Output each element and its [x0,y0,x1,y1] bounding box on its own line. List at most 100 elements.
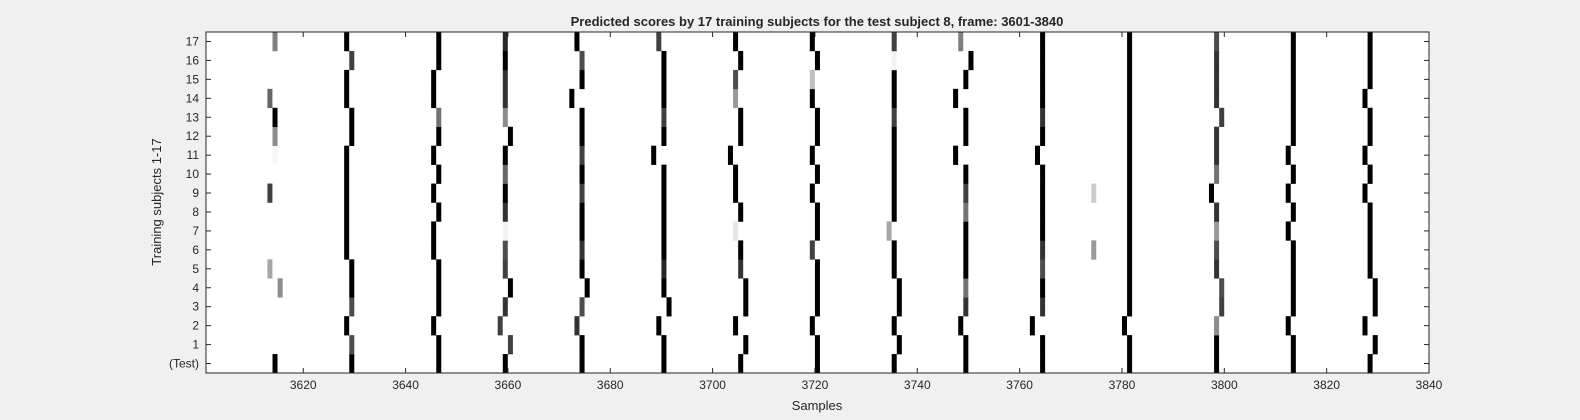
heatmap-cell [1127,297,1133,317]
heatmap-cell [502,354,508,374]
heatmap-cell [1040,50,1046,71]
heatmap-cell [579,202,585,222]
heatmap-cell [1285,316,1291,336]
heatmap-cell [886,221,892,241]
heatmap-cell [349,50,355,71]
heatmap-cell [661,164,667,184]
heatmap-cell [272,107,278,128]
heatmap-cell [1290,107,1296,128]
heatmap-cell [502,107,508,128]
heatmap-cell [579,240,585,260]
heatmap-cell [502,259,508,279]
y-tick-label: 9 [192,186,199,200]
heatmap-cell [1372,297,1378,317]
heatmap-cell [1214,240,1220,260]
heatmap-cell [1290,297,1296,317]
heatmap-cell [267,183,273,203]
heatmap-cell [814,202,820,222]
heatmap-cell [1362,88,1368,109]
heatmap-cell [733,164,739,184]
heatmap-cell [738,126,744,146]
heatmap-cell [814,335,820,355]
heatmap-cell [891,316,897,336]
heatmap-cell [738,202,744,222]
heatmap-cell [733,69,739,90]
heatmap-cell [579,126,585,146]
heatmap-cell [809,145,815,165]
heatmap-cell [349,278,355,298]
heatmap-cell [1214,32,1220,52]
x-axis-label: Samples [792,398,843,413]
heatmap-cell [1127,278,1133,298]
heatmap-cell [579,164,585,184]
heatmap-cell [344,240,350,260]
heatmap-cell [502,202,508,222]
heatmap-cell [1127,107,1133,128]
heatmap-cell [272,354,278,374]
x-tick-label: 3740 [904,378,931,392]
heatmap-cell [1127,32,1133,52]
heatmap-cell [738,50,744,71]
heatmap-cell [344,32,350,52]
heatmap-cell [963,69,969,90]
heatmap-cell [569,88,575,109]
heatmap-cell [277,278,283,298]
y-tick-label: 7 [192,224,199,238]
heatmap-cell [891,69,897,90]
heatmap-cell [579,69,585,90]
heatmap-cell [1127,126,1133,146]
heatmap-cell [814,297,820,317]
heatmap-cell [733,183,739,203]
heatmap-cell [436,32,442,52]
heatmap-cell [896,335,902,355]
heatmap-cell [733,221,739,241]
heatmap-cell [1214,126,1220,146]
heatmap-cell [891,240,897,260]
heatmap-cell [963,126,969,146]
heatmap-cell [1040,107,1046,128]
heatmap-cell [1367,354,1373,374]
heatmap-cell [1214,88,1220,109]
heatmap-cell [1214,69,1220,90]
heatmap-cell [1285,183,1291,203]
heatmap-cell [436,335,442,355]
y-tick-label: 12 [186,129,200,143]
heatmap-cell [1290,335,1296,355]
heatmap-cell [1127,69,1133,90]
heatmap-cell [344,221,350,241]
heatmap-cell [579,221,585,241]
heatmap-cell [579,354,585,374]
heatmap-cell [661,50,667,71]
heatmap-cell [502,221,508,241]
heatmap-cell [1290,202,1296,222]
heatmap-cell [344,316,350,336]
heatmap-cell [507,335,513,355]
heatmap-cell [1040,164,1046,184]
heatmap-cell [891,183,897,203]
y-tick-label: 4 [192,281,199,295]
heatmap-cell [1091,183,1097,203]
heatmap-cell [1214,335,1220,355]
heatmap-cell [1367,259,1373,279]
heatmap-cell [1208,183,1214,203]
heatmap-cell [738,259,744,279]
heatmap-cell [1367,126,1373,146]
heatmap-cell [1367,202,1373,222]
y-axis-label: Training subjects 1-17 [149,138,164,265]
heatmap-cell [431,145,437,165]
heatmap-cell [1214,202,1220,222]
heatmap-cell [1040,297,1046,317]
heatmap-cell [743,297,749,317]
axes-box [205,31,1430,374]
heatmap-cell [1040,69,1046,90]
heatmap-cell [349,297,355,317]
heatmap-cell [1127,354,1133,374]
heatmap-cell [738,240,744,260]
chart-title: Predicted scores by 17 training subjects… [571,14,1064,29]
heatmap-cell [267,88,273,109]
heatmap-cell [661,221,667,241]
heatmap-cell [1290,164,1296,184]
heatmap-cells [267,32,1378,374]
heatmap-cell [661,354,667,374]
